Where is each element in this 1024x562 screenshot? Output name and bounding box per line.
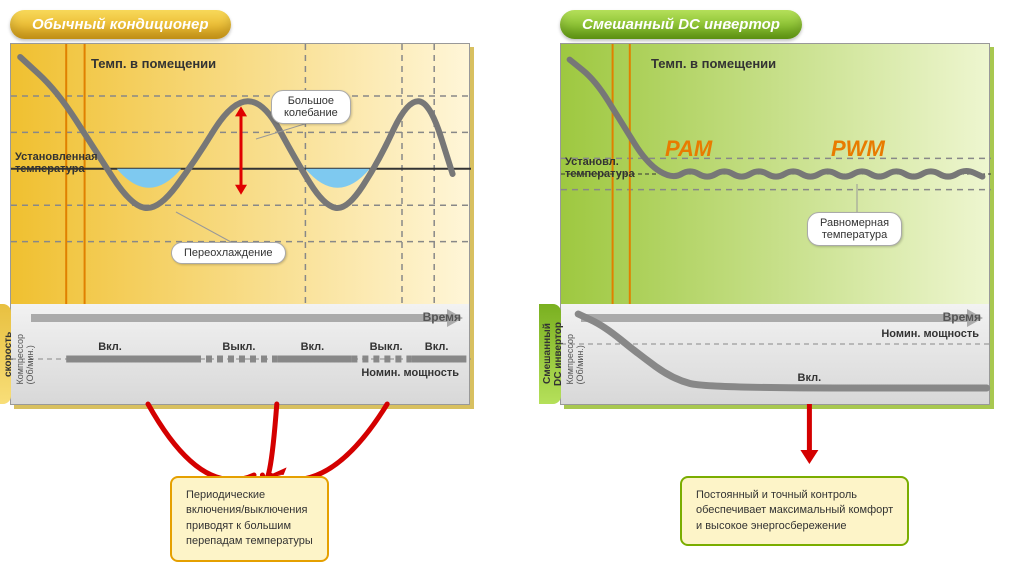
overcool-callout: Переохлаждение <box>171 242 286 264</box>
time-label: Время <box>943 310 981 324</box>
room-temp-label: Темп. в помещении <box>91 56 216 71</box>
state-label: Выкл. <box>370 341 403 353</box>
title-pill-left: Обычный кондиционер <box>10 10 231 39</box>
callout-right: Постоянный и точный контроль обеспечивае… <box>680 476 909 546</box>
state-label: Вкл. <box>98 341 122 353</box>
set-temp-label: Установленная температура <box>15 151 98 175</box>
callout-left: Периодические включения/выключения приво… <box>170 476 329 562</box>
temp-chart-left: Темп. в помещении Установленная температу… <box>11 44 469 304</box>
even-temp-callout: Равномерная температура <box>807 212 902 246</box>
panel-inverter: Смешанный DC инвертор Темп. в помещении У… <box>560 10 1010 405</box>
state-label: Выкл. <box>222 341 255 353</box>
swing-callout: Большое колебание <box>271 90 351 124</box>
panel-conventional: Обычный кондиционер Темп. в помещении Уст… <box>10 10 490 405</box>
room-temp-label: Темп. в помещении <box>651 56 776 71</box>
pwm-label: PWM <box>831 136 885 162</box>
pam-label: PAM <box>665 136 712 162</box>
compressor-chart-right: Смешанный DC инвертор ВремяНомин. мощнос… <box>561 304 989 404</box>
time-label: Время <box>423 310 461 324</box>
state-label: Вкл. <box>425 341 449 353</box>
on-label: Вкл. <box>798 372 822 384</box>
title-pill-right: Смешанный DC инвертор <box>560 10 802 39</box>
temp-chart-right: Темп. в помещении Установл. температура PA… <box>561 44 989 304</box>
nominal-label: Номин. мощность <box>881 328 979 340</box>
sidetab-right: Смешанный DC инвертор <box>539 304 561 404</box>
sidetab-left: Постоянная скорость <box>0 304 11 404</box>
set-temp-label: Установл. температура <box>565 156 635 180</box>
compressor-chart-left: Постоянная скорость ВремяНомин. мощность… <box>11 304 469 404</box>
ylabel: Компрессор (Об/мин.) <box>565 334 585 384</box>
chart-right: Темп. в помещении Установл. температура PA… <box>560 43 990 405</box>
nominal-label: Номин. мощность <box>361 367 459 379</box>
chart-left: Темп. в помещении Установленная температу… <box>10 43 470 405</box>
state-label: Вкл. <box>301 341 325 353</box>
ylabel: Компрессор (Об/мин.) <box>15 334 35 384</box>
